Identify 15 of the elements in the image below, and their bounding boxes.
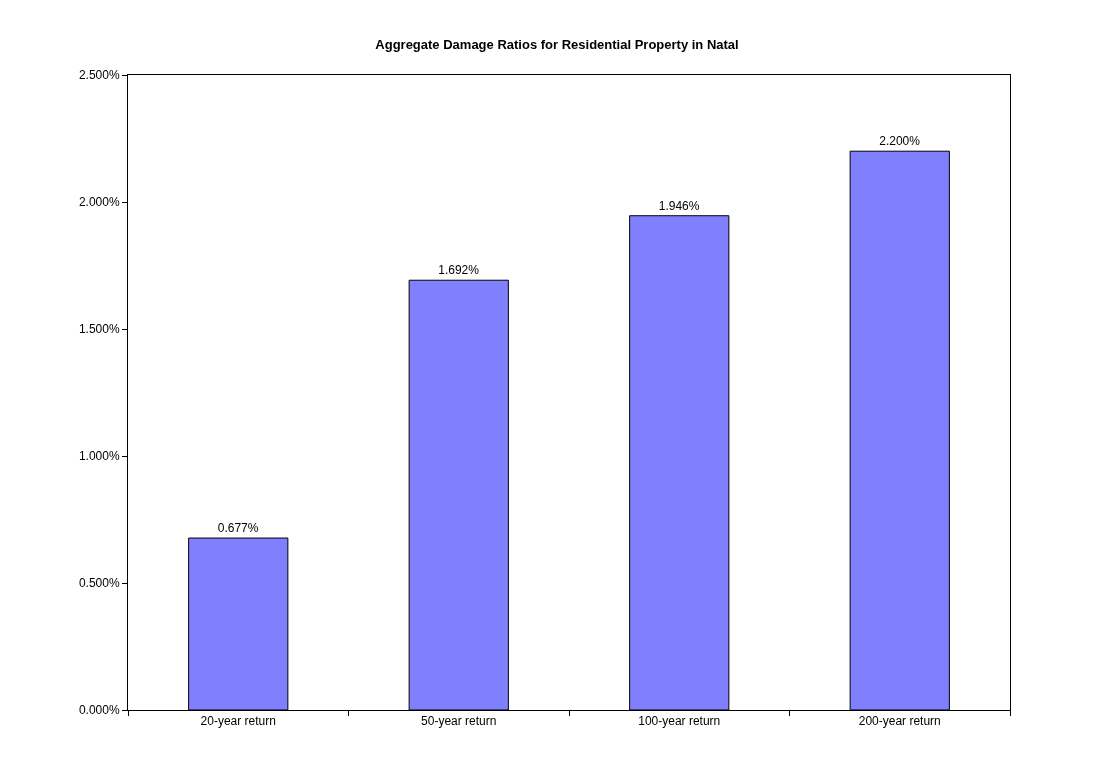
chart-title: Aggregate Damage Ratios for Residential Property in Natal <box>375 36 739 52</box>
data-label: 1.946% <box>658 198 700 213</box>
data-label: 1.692% <box>438 263 480 278</box>
x-tick-label: 200-year return <box>858 714 941 729</box>
x-tick-label: 50-year return <box>421 714 497 729</box>
y-tick-label: 2.000% <box>78 195 120 210</box>
x-tick-label: 100-year return <box>638 714 721 729</box>
y-tick-label: 2.500% <box>78 68 120 83</box>
y-tick-label: 1.000% <box>78 449 120 464</box>
x-tick-label: 20-year return <box>200 714 276 729</box>
y-tick-label: 0.000% <box>78 703 120 718</box>
y-tick-label: 0.500% <box>78 576 120 591</box>
data-label: 0.677% <box>217 521 259 536</box>
data-label: 2.200% <box>879 134 921 149</box>
y-tick-label: 1.500% <box>78 322 120 337</box>
